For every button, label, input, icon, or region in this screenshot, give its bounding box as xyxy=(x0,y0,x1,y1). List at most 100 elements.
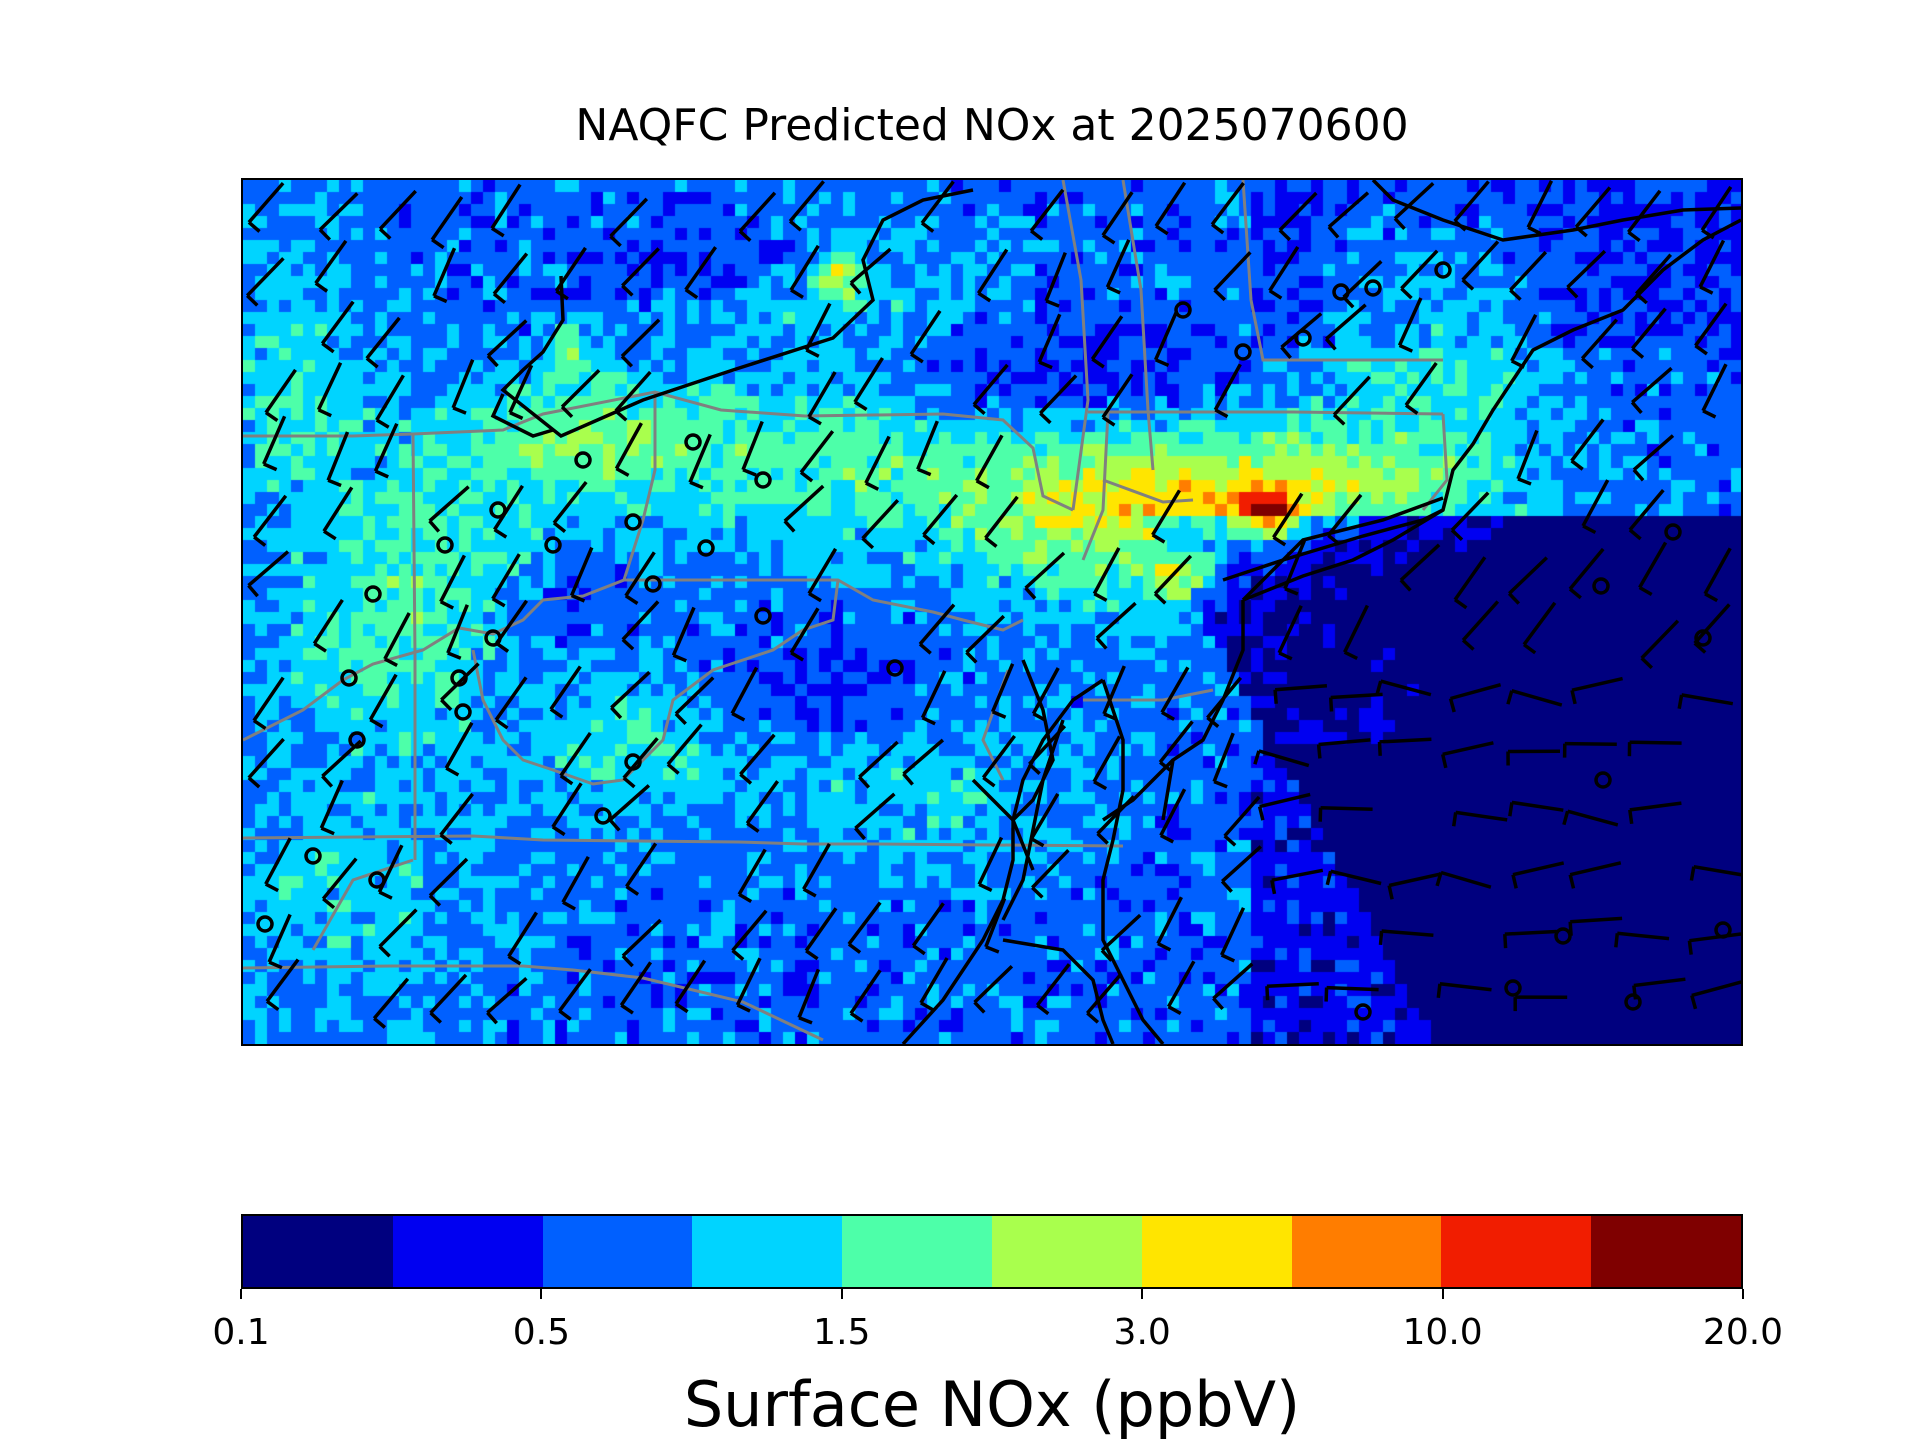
wind-barb xyxy=(1630,490,1663,539)
wind-barb xyxy=(623,920,661,966)
wind-barb xyxy=(1583,480,1608,532)
wind-barb xyxy=(1510,252,1546,300)
wind-barb xyxy=(809,549,836,601)
calm-wind-circle xyxy=(756,609,770,623)
wind-barb xyxy=(1505,932,1557,949)
calm-wind-circle xyxy=(1626,995,1640,1009)
colorbar-tick-label: 0.5 xyxy=(513,1312,570,1353)
wind-barb xyxy=(1401,545,1439,591)
wind-barb xyxy=(740,193,775,241)
wind-barb xyxy=(266,838,291,890)
wind-barb xyxy=(453,360,473,413)
calm-wind-circle xyxy=(576,453,590,467)
wind-barb xyxy=(1692,982,1741,1009)
wind-barb xyxy=(1282,314,1322,358)
wind-barb xyxy=(249,552,289,597)
wind-barb xyxy=(1400,298,1421,351)
wind-barb xyxy=(324,487,352,538)
wind-barb xyxy=(1222,908,1244,961)
wind-barb xyxy=(1634,979,1686,999)
wind-barb xyxy=(264,416,285,469)
colorbar-tick-label: 3.0 xyxy=(1114,1312,1171,1353)
wind-barb xyxy=(791,246,818,298)
colorbar-swatch xyxy=(992,1216,1142,1287)
wind-barb xyxy=(1528,181,1551,234)
wind-barb xyxy=(247,258,283,305)
calm-wind-circle xyxy=(1436,263,1450,277)
wind-barb xyxy=(616,423,641,475)
wind-barb xyxy=(686,247,716,298)
wind-barb xyxy=(1275,686,1327,704)
wind-barb xyxy=(806,304,830,357)
wind-barb xyxy=(974,365,1008,414)
wind-barb xyxy=(743,422,762,476)
wind-barb xyxy=(1334,377,1370,425)
calm-wind-circle xyxy=(258,917,272,931)
wind-barb xyxy=(1703,364,1726,417)
wind-barb xyxy=(1700,241,1723,294)
wind-barb xyxy=(1705,548,1730,600)
wind-barb xyxy=(1570,918,1622,935)
wind-barb xyxy=(1046,253,1065,307)
wind-barb xyxy=(622,320,659,367)
wind-barb xyxy=(1508,751,1560,765)
wind-barb xyxy=(799,969,818,1023)
colorbar-swatch xyxy=(1441,1216,1591,1287)
wind-barb xyxy=(367,318,400,367)
wind-barb xyxy=(1255,751,1309,766)
wind-barb xyxy=(1518,431,1537,485)
wind-barb xyxy=(322,302,353,352)
wind-barb xyxy=(1039,314,1060,367)
wind-barb xyxy=(1463,602,1498,650)
wind-barb xyxy=(627,844,656,895)
wind-barb xyxy=(266,370,296,421)
colorbar-tick xyxy=(1442,1289,1444,1299)
wind-barb xyxy=(1702,187,1731,238)
wind-barb xyxy=(1401,251,1437,298)
wind-barb xyxy=(1319,740,1371,759)
wind-barb xyxy=(1026,553,1064,598)
wind-barb xyxy=(610,785,649,830)
wind-barb xyxy=(1640,543,1666,595)
wind-barb xyxy=(740,735,774,784)
wind-barb xyxy=(1568,251,1605,297)
calm-wind-circles xyxy=(258,263,1730,1019)
colorbar-tick-label: 1.5 xyxy=(813,1312,870,1353)
wind-barb xyxy=(249,183,283,231)
wind-barb xyxy=(1320,808,1372,822)
calm-wind-circle xyxy=(1296,331,1310,345)
wind-barb xyxy=(1508,691,1562,705)
calm-wind-circle xyxy=(1596,773,1610,787)
wind-barb xyxy=(430,487,469,532)
calm-wind-circle xyxy=(546,538,560,552)
calm-wind-circle xyxy=(370,873,384,887)
wind-barb xyxy=(1406,363,1436,413)
wind-barb xyxy=(509,913,537,964)
wind-barb xyxy=(1213,964,1252,1009)
wind-barb xyxy=(319,363,341,416)
wind-barb xyxy=(1092,316,1122,367)
wind-barb xyxy=(1455,557,1485,608)
wind-barb xyxy=(801,431,833,481)
wind-barb xyxy=(314,600,342,651)
map-overlay xyxy=(243,180,1741,1044)
wind-barb xyxy=(855,794,894,839)
wind-barb xyxy=(611,672,649,718)
wind-barb xyxy=(1389,874,1440,899)
wind-barb xyxy=(1570,863,1621,889)
wind-barb xyxy=(1564,811,1618,825)
wind-barb xyxy=(1222,847,1261,892)
wind-barb xyxy=(1582,320,1617,368)
wind-barb xyxy=(1455,182,1489,231)
wind-barb xyxy=(1395,183,1433,229)
wind-barb xyxy=(1634,436,1673,481)
wind-barb xyxy=(747,781,777,831)
wind-barb xyxy=(1162,667,1188,719)
calm-wind-circle xyxy=(699,541,713,555)
wind-barb xyxy=(622,249,658,296)
wind-barb xyxy=(1572,420,1604,470)
wind-barb xyxy=(328,432,347,486)
wind-barbs xyxy=(247,181,1741,1028)
wind-barb xyxy=(1454,812,1508,826)
calm-wind-circle xyxy=(306,849,320,863)
